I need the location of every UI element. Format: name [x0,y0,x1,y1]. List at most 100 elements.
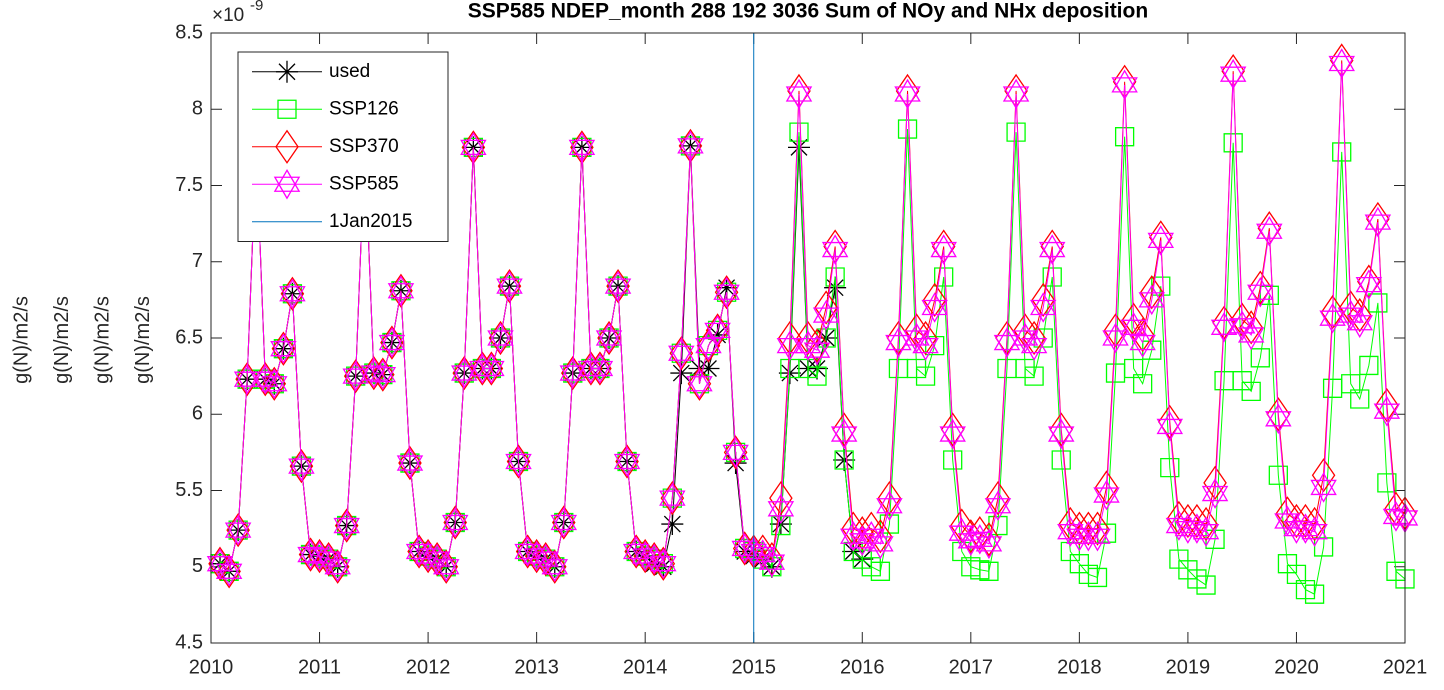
marker [695,330,722,361]
marker [1212,305,1236,340]
marker [595,322,623,354]
marker [789,122,809,142]
marker [506,444,531,479]
marker [1284,503,1309,539]
chart-title: SSP585 NDEP_month 288 192 3036 Sum of NO… [468,0,1148,23]
marker [1248,270,1273,305]
marker [389,273,413,308]
marker [1138,284,1166,316]
marker [1346,307,1373,339]
marker [588,351,612,386]
marker [677,130,704,162]
marker [913,320,938,356]
marker [1114,127,1135,147]
marker [1105,363,1126,383]
marker [1311,458,1336,493]
marker [1085,511,1110,546]
y-multiplier-base: ×10 [212,5,244,26]
marker [776,330,804,361]
legend-marker [275,129,299,164]
marker [1002,78,1030,110]
axes-box [210,32,1406,644]
marker [570,130,594,165]
marker [1373,395,1401,427]
marker [661,513,684,536]
x-tick-label: 2018 [1057,656,1102,678]
y-tick-label: 6.5 [175,326,203,348]
marker [334,508,359,543]
marker [1265,403,1292,435]
marker [280,276,305,311]
marker [297,539,324,570]
y-axis-label: g(N)/m2/s [132,296,154,384]
marker [850,516,875,551]
marker [1142,340,1162,360]
marker [876,490,903,522]
marker [921,292,948,323]
marker [505,446,532,477]
marker [1359,355,1379,376]
marker [1286,564,1307,585]
marker [814,290,838,325]
marker [1375,387,1399,423]
marker [651,546,676,581]
marker [885,327,912,358]
marker [279,278,306,310]
marker [894,78,921,110]
marker [398,445,422,481]
marker [1031,282,1056,318]
y-axis-label: g(N)/m2/s [91,296,113,384]
marker [769,480,793,516]
y-tick-label: 6 [192,403,203,425]
marker [615,444,639,479]
marker [479,351,504,386]
marker [579,351,603,386]
marker [1060,541,1080,562]
marker [877,480,902,516]
marker [1355,269,1383,300]
x-tick-label: 2020 [1274,656,1319,678]
marker [841,511,866,546]
marker [934,267,954,287]
marker [1120,312,1147,343]
marker [722,437,749,468]
marker [993,327,1021,358]
marker [861,557,881,577]
marker [713,276,740,308]
marker [660,480,685,516]
marker [812,299,840,331]
marker [1250,348,1270,368]
marker [1187,569,1207,589]
marker [633,538,657,574]
marker [1201,478,1229,509]
marker [834,450,854,470]
marker [1139,275,1164,310]
marker [650,548,677,580]
marker [824,276,847,299]
marker [1239,310,1263,345]
marker [912,330,939,361]
x-tick-label: 2014 [623,656,668,678]
marker [798,358,818,379]
marker [1076,511,1101,546]
marker [343,358,368,394]
marker [1219,58,1247,90]
y-multiplier-exponent: -9 [250,0,263,14]
marker [915,366,936,386]
x-tick-label: 2011 [298,656,341,678]
marker [1051,450,1071,470]
marker [1024,366,1044,386]
marker [1310,472,1337,503]
marker [224,514,252,546]
marker [1395,569,1415,589]
marker [758,546,786,578]
marker [262,366,287,401]
marker [1167,500,1191,536]
marker [613,446,641,477]
marker [1087,567,1108,588]
marker [1078,564,1099,585]
marker [1196,575,1216,595]
marker [288,450,315,482]
marker [487,322,514,354]
marker [1301,516,1328,547]
